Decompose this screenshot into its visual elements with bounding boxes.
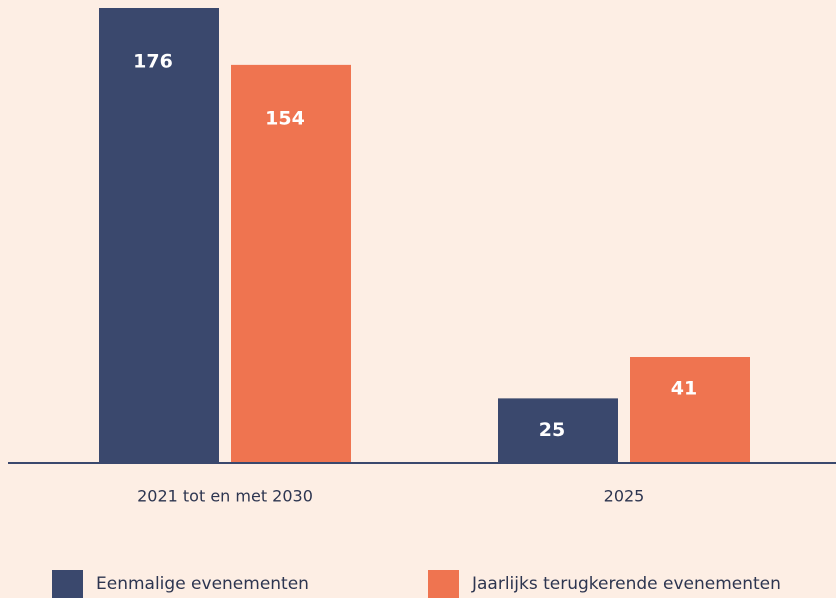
legend-label: Jaarlijks terugkerende evenementen: [471, 574, 781, 594]
x-tick-label: 2021 tot en met 2030: [137, 487, 313, 506]
x-tick-label: 2025: [604, 487, 645, 506]
bar: [99, 8, 219, 463]
value-label: 154: [265, 107, 305, 129]
bar: [231, 64, 351, 463]
bar: [630, 357, 750, 463]
legend-swatch: [52, 570, 83, 598]
legend-label: Eenmalige evenementen: [96, 574, 309, 594]
bar: [498, 398, 618, 463]
value-label: 41: [671, 378, 697, 400]
value-label: 176: [133, 51, 173, 73]
legend-swatch: [428, 570, 459, 598]
value-label: 25: [539, 419, 565, 441]
